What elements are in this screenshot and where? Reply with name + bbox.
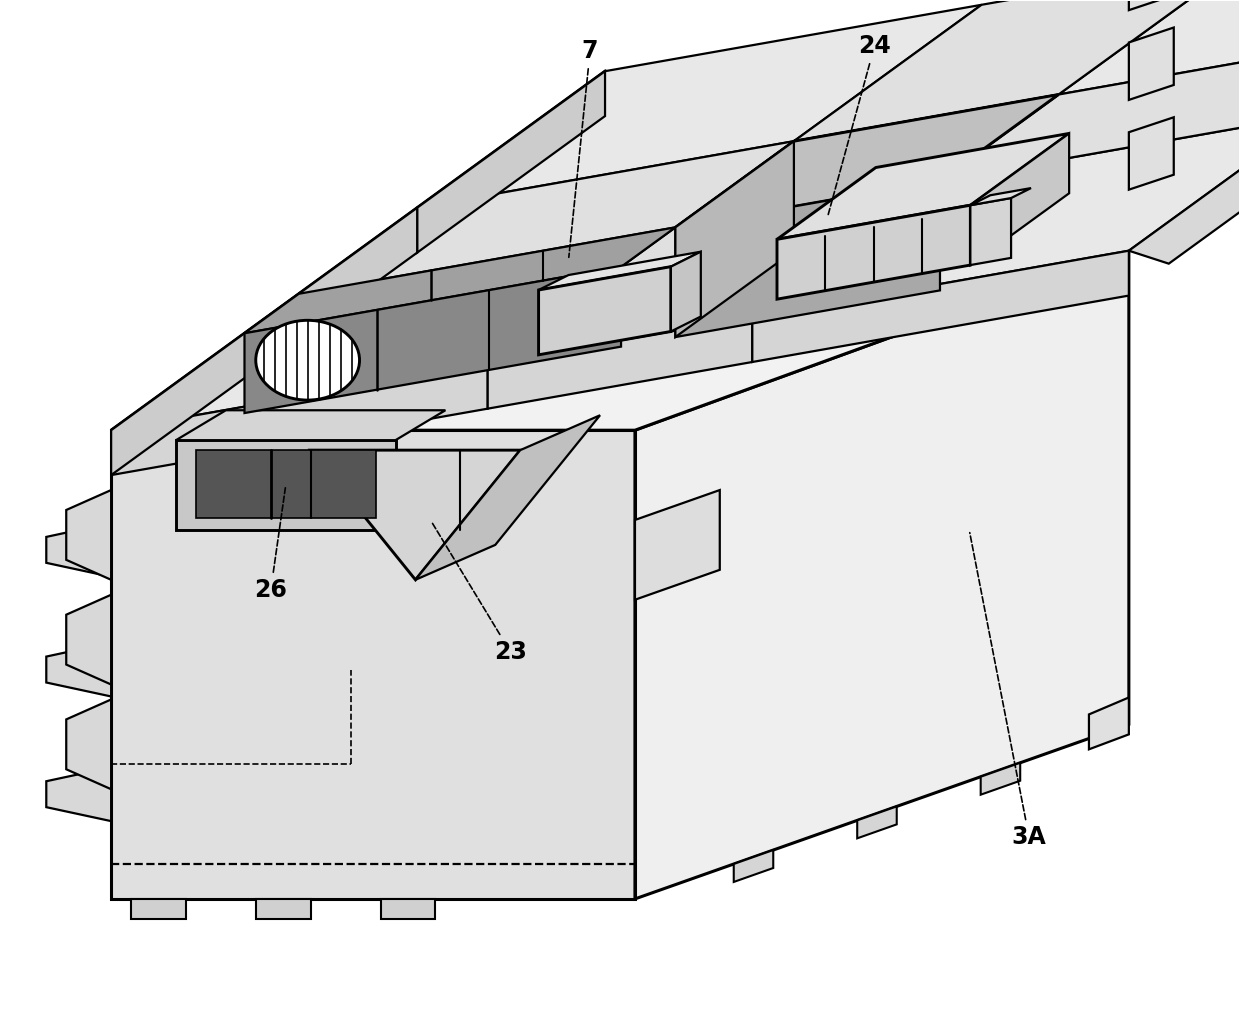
Polygon shape [753, 250, 1128, 362]
Polygon shape [777, 205, 971, 299]
Polygon shape [635, 490, 719, 600]
Polygon shape [671, 251, 701, 331]
Polygon shape [1128, 0, 1174, 10]
Polygon shape [112, 294, 299, 475]
Polygon shape [777, 133, 1069, 239]
Text: 3A: 3A [970, 532, 1047, 849]
Polygon shape [112, 430, 635, 899]
Polygon shape [418, 5, 982, 208]
Polygon shape [244, 227, 676, 333]
Polygon shape [46, 642, 112, 697]
Ellipse shape [255, 320, 360, 400]
Polygon shape [1089, 698, 1128, 749]
Polygon shape [176, 440, 396, 530]
Polygon shape [734, 850, 774, 882]
Polygon shape [981, 763, 1021, 795]
Text: 7: 7 [569, 39, 599, 258]
Polygon shape [112, 71, 1128, 430]
Polygon shape [66, 490, 112, 580]
Polygon shape [299, 208, 418, 338]
Polygon shape [131, 899, 186, 919]
Text: 23: 23 [432, 522, 527, 664]
Text: 24: 24 [827, 34, 890, 217]
Polygon shape [487, 317, 753, 409]
Polygon shape [676, 181, 940, 337]
Polygon shape [112, 364, 487, 475]
Polygon shape [46, 768, 112, 821]
Polygon shape [255, 899, 311, 919]
Polygon shape [635, 250, 1128, 899]
Polygon shape [676, 95, 1059, 227]
Polygon shape [971, 198, 1011, 265]
Polygon shape [311, 450, 521, 580]
Text: 26: 26 [254, 488, 288, 602]
Polygon shape [381, 899, 435, 919]
Polygon shape [487, 181, 940, 364]
Polygon shape [676, 141, 794, 337]
Polygon shape [415, 415, 600, 580]
Polygon shape [66, 700, 112, 789]
Polygon shape [244, 267, 621, 413]
Polygon shape [971, 133, 1069, 265]
Polygon shape [538, 251, 701, 290]
Polygon shape [794, 0, 1240, 141]
Polygon shape [299, 141, 794, 294]
Polygon shape [112, 227, 676, 430]
Polygon shape [1128, 27, 1174, 100]
Polygon shape [676, 95, 1059, 227]
Polygon shape [176, 410, 445, 440]
Polygon shape [971, 188, 1030, 205]
Polygon shape [538, 267, 671, 355]
Polygon shape [418, 71, 605, 252]
Polygon shape [46, 523, 112, 577]
Polygon shape [1059, 0, 1240, 95]
Polygon shape [196, 450, 376, 518]
Polygon shape [66, 595, 112, 685]
Polygon shape [857, 806, 897, 838]
Polygon shape [1128, 117, 1174, 190]
Polygon shape [1128, 114, 1240, 264]
Polygon shape [940, 28, 1240, 181]
Polygon shape [753, 114, 1240, 317]
